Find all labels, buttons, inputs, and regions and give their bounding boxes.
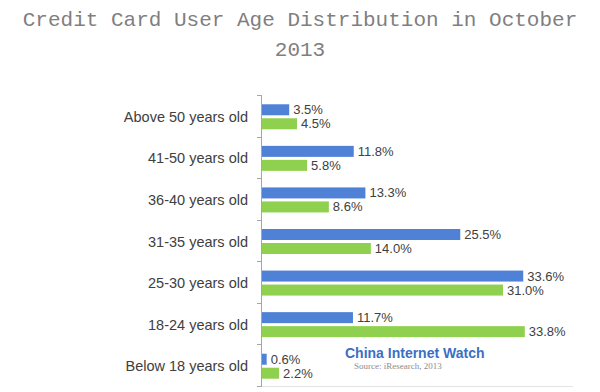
bar	[262, 271, 523, 282]
category-axis	[261, 96, 262, 387]
bar	[262, 104, 289, 115]
bar	[262, 160, 307, 171]
chart-container: Credit Card User Age Distribution in Oct…	[0, 0, 600, 392]
bar	[262, 368, 279, 379]
data-label: 33.8%	[529, 324, 566, 339]
category-tick	[257, 95, 262, 96]
category-tick	[257, 261, 262, 262]
category-tick	[257, 178, 262, 179]
chart-svg: Credit Card User Age Distribution in Oct…	[0, 0, 600, 392]
data-label: 31.0%	[507, 283, 544, 298]
data-label: 5.8%	[311, 158, 341, 173]
category-label: 36-40 years old	[148, 192, 248, 208]
data-label: 33.6%	[527, 269, 564, 284]
bar	[262, 229, 460, 240]
bar	[262, 146, 354, 157]
source-note: Source: iResearch, 2013	[354, 361, 442, 371]
data-label: 11.8%	[358, 144, 394, 159]
data-label: 2.2%	[283, 366, 313, 381]
category-label: 31-35 years old	[148, 234, 248, 250]
category-tick	[257, 220, 262, 221]
category-label: Above 50 years old	[124, 109, 248, 125]
category-label: 25-30 years old	[148, 275, 248, 291]
bar	[262, 285, 503, 296]
bars	[262, 104, 525, 378]
category-tick	[257, 303, 262, 304]
category-label: 41-50 years old	[148, 150, 248, 166]
data-label: 13.3%	[369, 185, 406, 200]
data-label: 14.0%	[375, 241, 412, 256]
category-tick	[257, 344, 262, 345]
data-label: 3.5%	[293, 102, 323, 117]
value-axis-range	[262, 386, 573, 387]
data-label: 8.6%	[333, 199, 363, 214]
data-labels: 3.5%4.5% 11.8% 5.8% 13.3% 8.6% 25.5% 14.0% 33.6…	[271, 102, 566, 380]
bar	[262, 354, 267, 365]
bar	[262, 326, 525, 337]
data-label: 11.7%	[357, 310, 393, 325]
chart-title: Credit Card User Age Distribution in Oct…	[23, 9, 578, 62]
category-label: Below 18 years old	[125, 358, 248, 374]
category-label: 18-24 years old	[148, 317, 248, 333]
data-label: 25.5%	[464, 227, 501, 242]
bar	[262, 187, 365, 198]
bar	[262, 118, 297, 129]
category-tick	[257, 386, 262, 387]
bar	[262, 312, 353, 323]
category-tick	[257, 137, 262, 138]
bar	[262, 201, 329, 212]
data-label: 0.6%	[271, 352, 301, 367]
data-label: 4.5%	[301, 116, 331, 131]
watermark: China Internet Watch	[345, 345, 485, 361]
bar	[262, 243, 371, 254]
